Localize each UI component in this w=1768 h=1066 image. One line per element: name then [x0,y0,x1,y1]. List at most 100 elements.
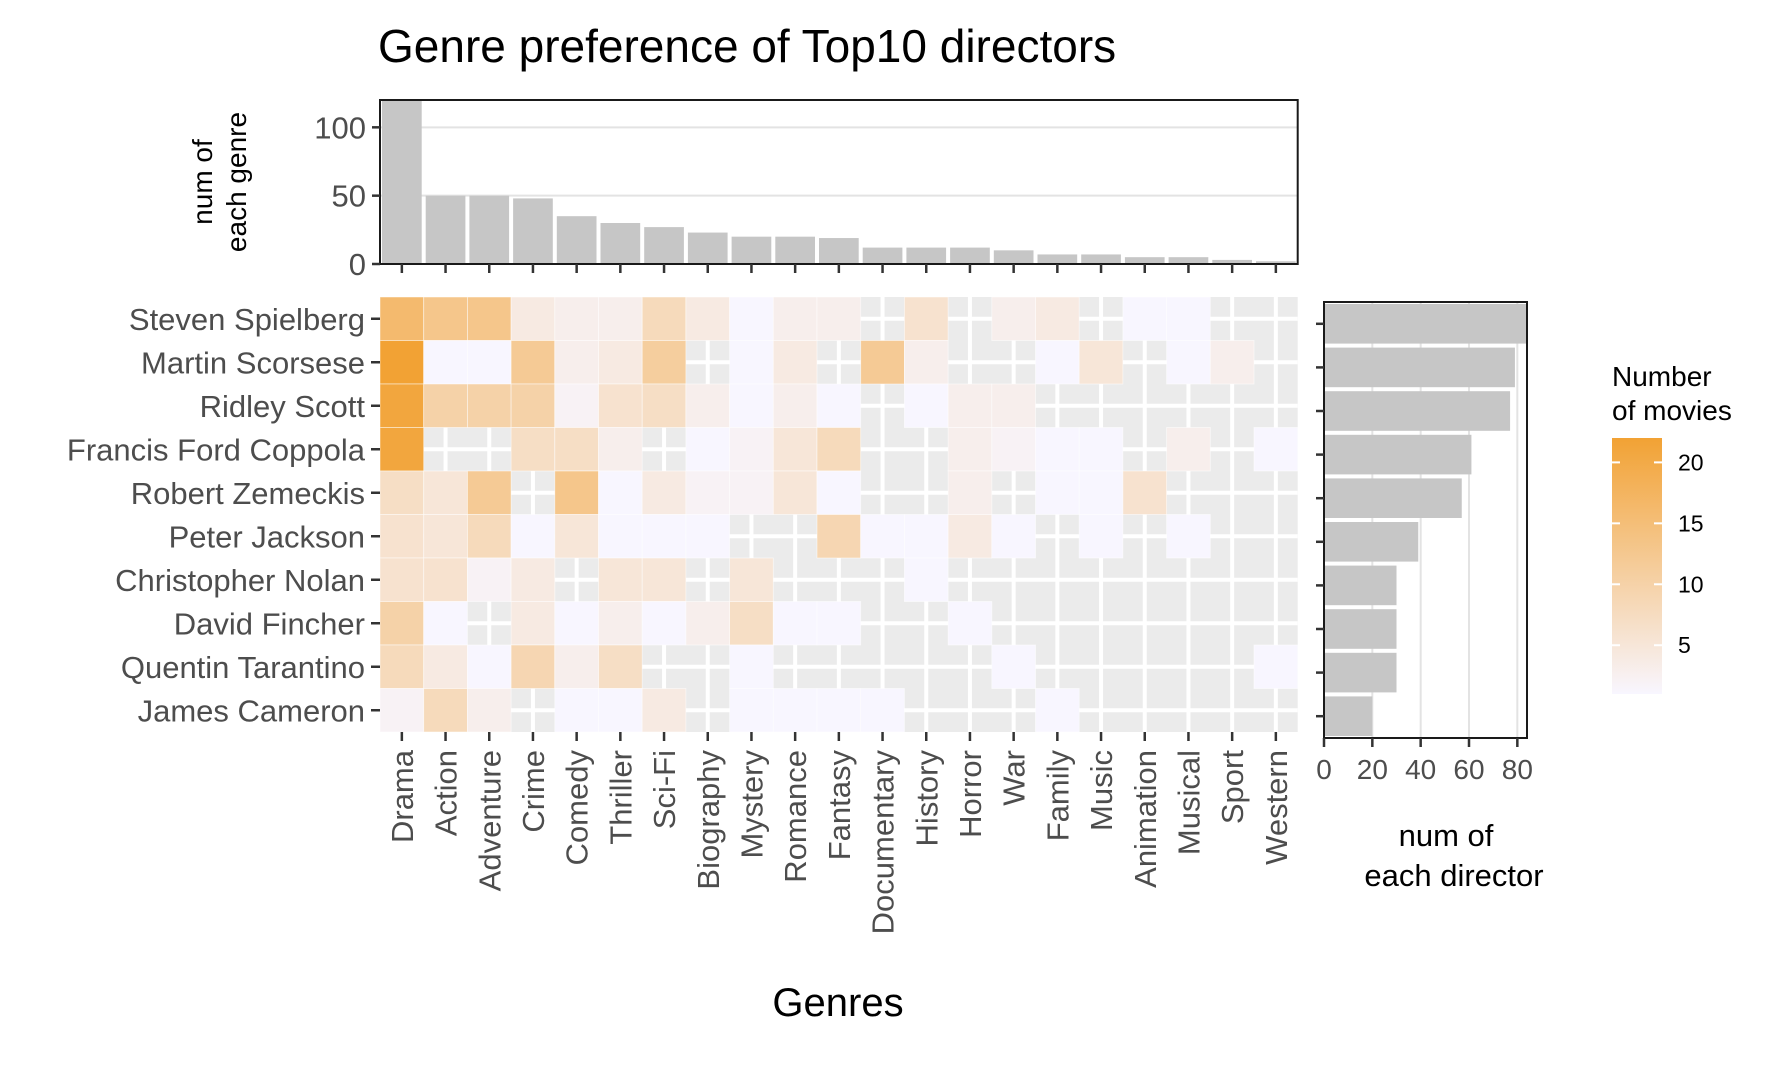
heatmap-cell [598,340,643,385]
heatmap-cell [685,514,731,559]
heatmap-cell [598,688,643,733]
heatmap-cell [1253,427,1299,472]
genre-label: War [997,750,1032,806]
heatmap-cell [772,296,818,341]
genre-count-bar [950,247,990,264]
genre-count-bar [556,216,597,264]
heatmap-cell [1166,427,1211,472]
heatmap-cell [729,427,774,472]
genre-count-bar [1124,257,1165,264]
genre-count-bar [1081,254,1121,264]
heatmap-cell [1035,427,1080,472]
heatmap-cell [510,514,556,559]
heatmap-cell [816,296,862,341]
chart-title: Genre preference of Top10 directors [378,20,1116,72]
heatmap-cell [598,296,643,341]
director-label: Steven Spielberg [129,302,365,337]
heatmap-cell [816,514,862,559]
heatmap-cell [947,470,993,515]
heatmap-cell [598,470,643,515]
genre-label: Thriller [603,750,638,845]
heatmap-cell [991,514,1036,559]
heatmap-cell [554,383,599,428]
heatmap-cell [423,514,468,559]
right-bar-x-tick-label: 80 [1502,754,1533,785]
heatmap-cell [554,688,599,733]
legend-tick-label: 5 [1678,632,1691,658]
heatmap-cell [729,557,774,602]
top-bar-y-tick-label: 50 [332,179,366,214]
heatmap-cell [1122,296,1168,341]
legend-tick-label: 15 [1678,510,1704,536]
genre-label: Comedy [560,750,595,866]
genre-label: Animation [1128,750,1163,888]
genre-label: Crime [516,750,551,833]
director-label: Peter Jackson [169,519,365,554]
heatmap-cell [904,340,949,385]
heatmap-cell [1209,340,1255,385]
genre-count-bar [906,247,947,264]
heatmap-cell [554,601,599,646]
director-count-bar [1324,304,1527,344]
heatmap-cell [991,427,1036,472]
legend-title-line1: Number [1612,361,1712,392]
heatmap-cell [947,383,993,428]
genre-label: Family [1040,750,1075,842]
genre-count-bar [382,100,422,264]
right-bar-border [1323,301,1528,739]
heatmap-cell [685,601,731,646]
genre-label: Romance [778,750,813,883]
heatmap-cell [991,296,1036,341]
heatmap-cell [1166,296,1211,341]
director-count-bar [1324,652,1397,693]
heatmap-cell [641,470,687,515]
heatmap-cell [510,383,556,428]
heatmap-cell [729,601,774,646]
heatmap-panel: Steven Spielberg Martin Scorsese Ridley Sc… [67,296,1299,934]
genre-count-bar [1212,259,1252,264]
director-label: Ridley Scott [200,389,366,424]
genre-label: History [909,750,944,847]
genre-label: Fantasy [822,750,857,861]
heatmap-cell [772,601,818,646]
heatmap-cell [423,470,468,515]
heatmap-cell [554,514,599,559]
heatmap-cell [598,383,643,428]
director-count-bar [1324,696,1373,736]
x-axis-title: Genres [772,981,903,1025]
heatmap-cell [904,296,949,341]
legend-tick-label: 10 [1678,571,1704,597]
heatmap-cell [379,383,425,428]
heatmap-cell [1035,340,1080,385]
heatmap-cell [510,340,556,385]
genre-count-bar [775,236,815,264]
heatmap-cell [729,644,774,689]
genre-label: Horror [953,750,988,838]
heatmap-cell [466,688,512,733]
heatmap-cell [816,383,862,428]
genre-count-bar-panel: 0 50 100 num of each genre [187,99,1299,282]
director-label: David Fincher [174,606,365,641]
heatmap-cell [947,427,993,472]
heatmap-cell [1078,470,1124,515]
heatmap-cell [598,644,643,689]
genre-count-bar [469,195,510,264]
heatmap-cell [991,383,1036,428]
heatmap-cell [904,514,949,559]
heatmap-cell [1253,644,1299,689]
heatmap-cell [379,427,425,472]
heatmap-cell [991,644,1036,689]
heatmap-cell [641,688,687,733]
top-bar-y-tick-label: 0 [349,247,366,282]
genre-count-bar [819,238,859,264]
genre-count-bar [993,250,1034,264]
heatmap-cell [1166,514,1211,559]
right-bar-x-tick-label: 20 [1357,754,1388,785]
heatmap-cell [510,427,556,472]
heatmap-cell [510,644,556,689]
heatmap-cell [1078,427,1124,472]
heatmap-cell [772,470,818,515]
heatmap-cell [729,383,774,428]
heatmap-cell [379,557,425,602]
